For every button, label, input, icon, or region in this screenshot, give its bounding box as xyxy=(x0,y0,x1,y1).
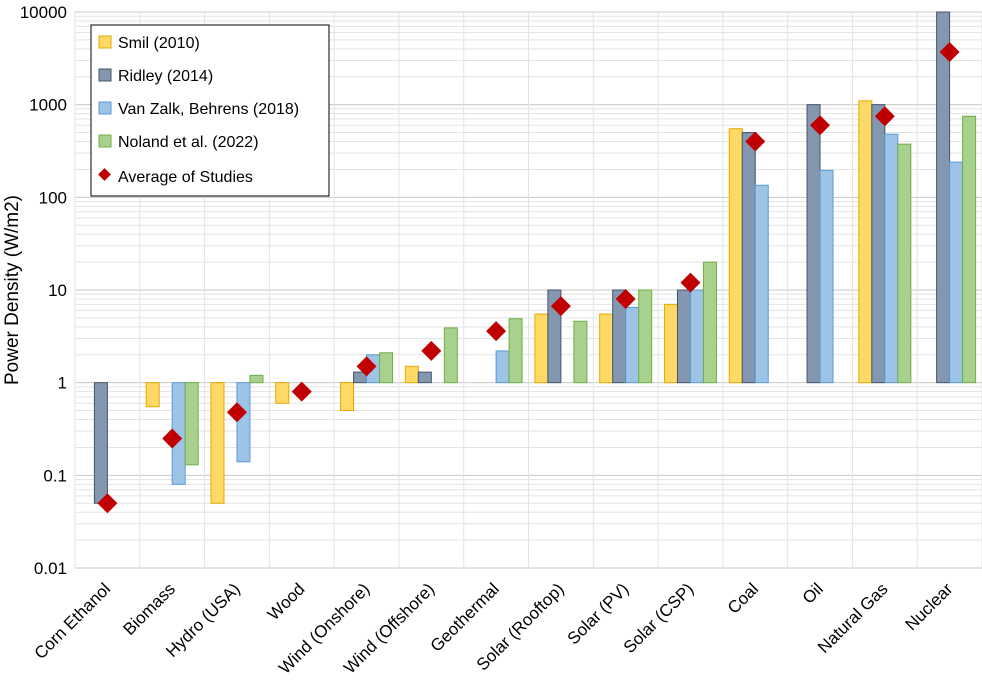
bar xyxy=(417,371,432,384)
bar xyxy=(547,289,562,384)
average-markers-layer xyxy=(97,42,960,514)
bar xyxy=(806,104,821,384)
bar xyxy=(236,382,251,463)
y-tick-label: 0.01 xyxy=(34,559,67,578)
y-tick-label: 1 xyxy=(58,374,67,393)
average-marker xyxy=(356,356,377,377)
bars-layer xyxy=(93,11,977,504)
bar xyxy=(884,133,899,384)
average-marker xyxy=(291,381,312,402)
legend-label-ridley: Ridley (2014) xyxy=(118,68,213,85)
bar xyxy=(741,132,756,384)
bar xyxy=(443,327,458,384)
legend-swatch-noland xyxy=(98,134,112,148)
bar xyxy=(184,382,199,466)
legend-marker-average xyxy=(98,168,111,181)
average-marker xyxy=(810,115,831,136)
legend-item-van-zalk: Van Zalk, Behrens (2018) xyxy=(98,101,299,118)
average-marker xyxy=(486,321,507,342)
legend-box xyxy=(90,24,330,197)
bar xyxy=(379,352,394,384)
legend-swatch-smil xyxy=(98,35,112,49)
bar xyxy=(728,128,743,384)
bar xyxy=(508,318,523,384)
average-marker xyxy=(421,340,442,361)
y-axis-ticks: 0.01 0.1 1 10 100 1000 10000 xyxy=(20,3,67,578)
legend-label-noland: Noland et al. (2022) xyxy=(118,134,259,151)
average-marker xyxy=(939,42,960,63)
average-marker xyxy=(745,131,766,152)
bar xyxy=(949,161,964,384)
average-marker xyxy=(680,272,701,293)
average-marker xyxy=(97,493,118,514)
legend-label-average: Average of Studies xyxy=(118,169,253,186)
y-tick-label: 100 xyxy=(39,188,67,207)
bar xyxy=(599,313,614,384)
legend-swatch-ridley xyxy=(98,68,112,82)
bar xyxy=(340,382,355,412)
y-tick-label: 10 xyxy=(48,281,67,300)
bar xyxy=(702,261,717,384)
bar xyxy=(819,169,834,384)
average-marker xyxy=(874,106,895,127)
bar xyxy=(93,382,108,504)
y-tick-label: 1000 xyxy=(29,96,67,115)
bar xyxy=(495,350,510,384)
bar xyxy=(897,143,912,384)
bar xyxy=(145,382,160,408)
bar xyxy=(275,382,290,404)
y-tick-label: 10000 xyxy=(20,3,67,22)
bar xyxy=(210,382,225,504)
bar xyxy=(638,289,653,384)
legend-item-average: Average of Studies xyxy=(98,168,253,186)
bar xyxy=(962,115,977,384)
bar xyxy=(689,289,704,384)
bar xyxy=(534,313,549,384)
bar xyxy=(404,365,419,384)
average-marker xyxy=(226,402,247,423)
bar xyxy=(625,306,640,384)
legend-item-noland: Noland et al. (2022) xyxy=(98,134,259,151)
average-marker xyxy=(162,428,183,449)
bar xyxy=(676,289,691,384)
y-tick-label: 0.1 xyxy=(43,466,67,485)
legend: Smil (2010) Ridley (2014) Van Zalk, Behr… xyxy=(90,24,330,197)
legend-item-smil: Smil (2010) xyxy=(98,35,200,52)
average-marker xyxy=(550,296,571,317)
legend-label-van-zalk: Van Zalk, Behrens (2018) xyxy=(118,101,299,118)
bar xyxy=(573,320,588,384)
bar xyxy=(249,374,264,384)
bar xyxy=(936,11,951,384)
bar xyxy=(754,184,769,384)
average-marker xyxy=(615,288,636,309)
legend-label-smil: Smil (2010) xyxy=(118,35,200,52)
bar xyxy=(871,104,886,384)
bar xyxy=(858,100,873,384)
bar xyxy=(663,303,678,384)
legend-item-ridley: Ridley (2014) xyxy=(98,68,213,85)
y-axis-label: Power Density (W/m2) xyxy=(2,195,23,385)
legend-swatch-van-zalk xyxy=(98,101,112,115)
